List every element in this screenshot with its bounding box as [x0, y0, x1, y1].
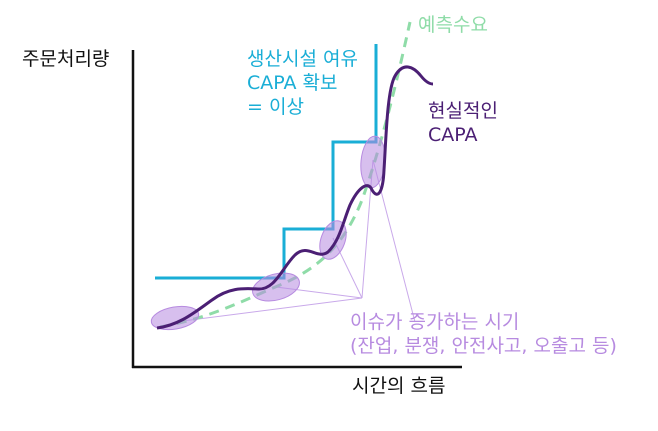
ideal-capacity-label-line: CAPA 확보 [247, 72, 358, 96]
issue-periods [149, 135, 387, 333]
issue-period-label-line: 이슈가 증가하는 시기 [350, 311, 617, 335]
issue-period-3 [315, 217, 351, 263]
ideal-capacity-label: 생산시설 여유 CAPA 확보 = 이상 [247, 48, 358, 119]
ideal-capacity-label-line: 생산시설 여유 [247, 48, 358, 72]
real-capacity-label-line: CAPA [428, 124, 498, 148]
ideal-capacity-label-line: = 이상 [247, 96, 358, 120]
issue-connectors [175, 160, 415, 322]
real-capacity-label-line: 현실적인 [428, 100, 498, 124]
issue-period-label: 이슈가 증가하는 시기 (잔업, 분쟁, 안전사고, 오출고 등) [350, 311, 617, 359]
issue-period-2 [249, 268, 302, 306]
y-axis-label: 주문처리량 [22, 48, 109, 72]
real-capacity-label: 현실적인 CAPA [428, 100, 498, 148]
demand-label: 예측수요 [418, 14, 488, 38]
x-axis-label: 시간의 흐름 [352, 375, 445, 399]
issue-period-label-line: (잔업, 분쟁, 안전사고, 오출고 등) [350, 335, 617, 359]
